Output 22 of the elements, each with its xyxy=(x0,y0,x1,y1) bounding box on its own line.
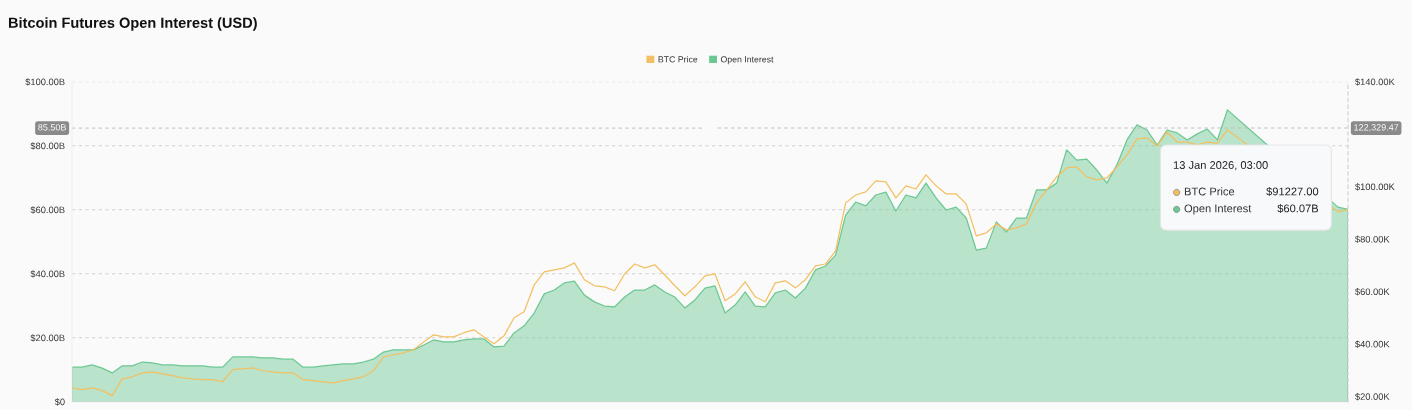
y-tick-label: $20.00B xyxy=(30,334,65,342)
legend-label: BTC Price xyxy=(658,56,698,63)
annotation: $91227.00 xyxy=(1266,187,1319,197)
y2-tick-label: $80.00K xyxy=(1355,235,1390,244)
y-tick-label: $100.00B xyxy=(25,78,65,86)
y2-tick-label: $60.00K xyxy=(1355,288,1390,296)
chart-title: Bitcoin Futures Open Interest (USD) xyxy=(8,17,257,31)
y-tick-label: $40.00B xyxy=(30,270,65,278)
y2-tick-label: $20.00K xyxy=(1355,392,1390,401)
ref-line-label: 85.50B xyxy=(38,124,66,131)
annotation: 13 Jan 2026, 03:00 xyxy=(1173,161,1268,171)
y2-tick-label: $140.00K xyxy=(1355,78,1395,86)
legend-label: Open Interest xyxy=(720,56,774,65)
ref-line-label: 122,329.47 xyxy=(1354,124,1399,132)
annotation: BTC Price xyxy=(1184,187,1235,196)
y-tick-label: $60.00B xyxy=(30,206,65,214)
annotation: Open Interest xyxy=(1184,204,1252,215)
y-tick-label: $0 xyxy=(54,398,65,406)
y2-tick-label: $40.00K xyxy=(1355,340,1390,349)
annotation: $60.07B xyxy=(1277,204,1319,214)
y-tick-label: $80.00B xyxy=(30,142,65,150)
y2-tick-label: $100.00K xyxy=(1355,183,1395,191)
